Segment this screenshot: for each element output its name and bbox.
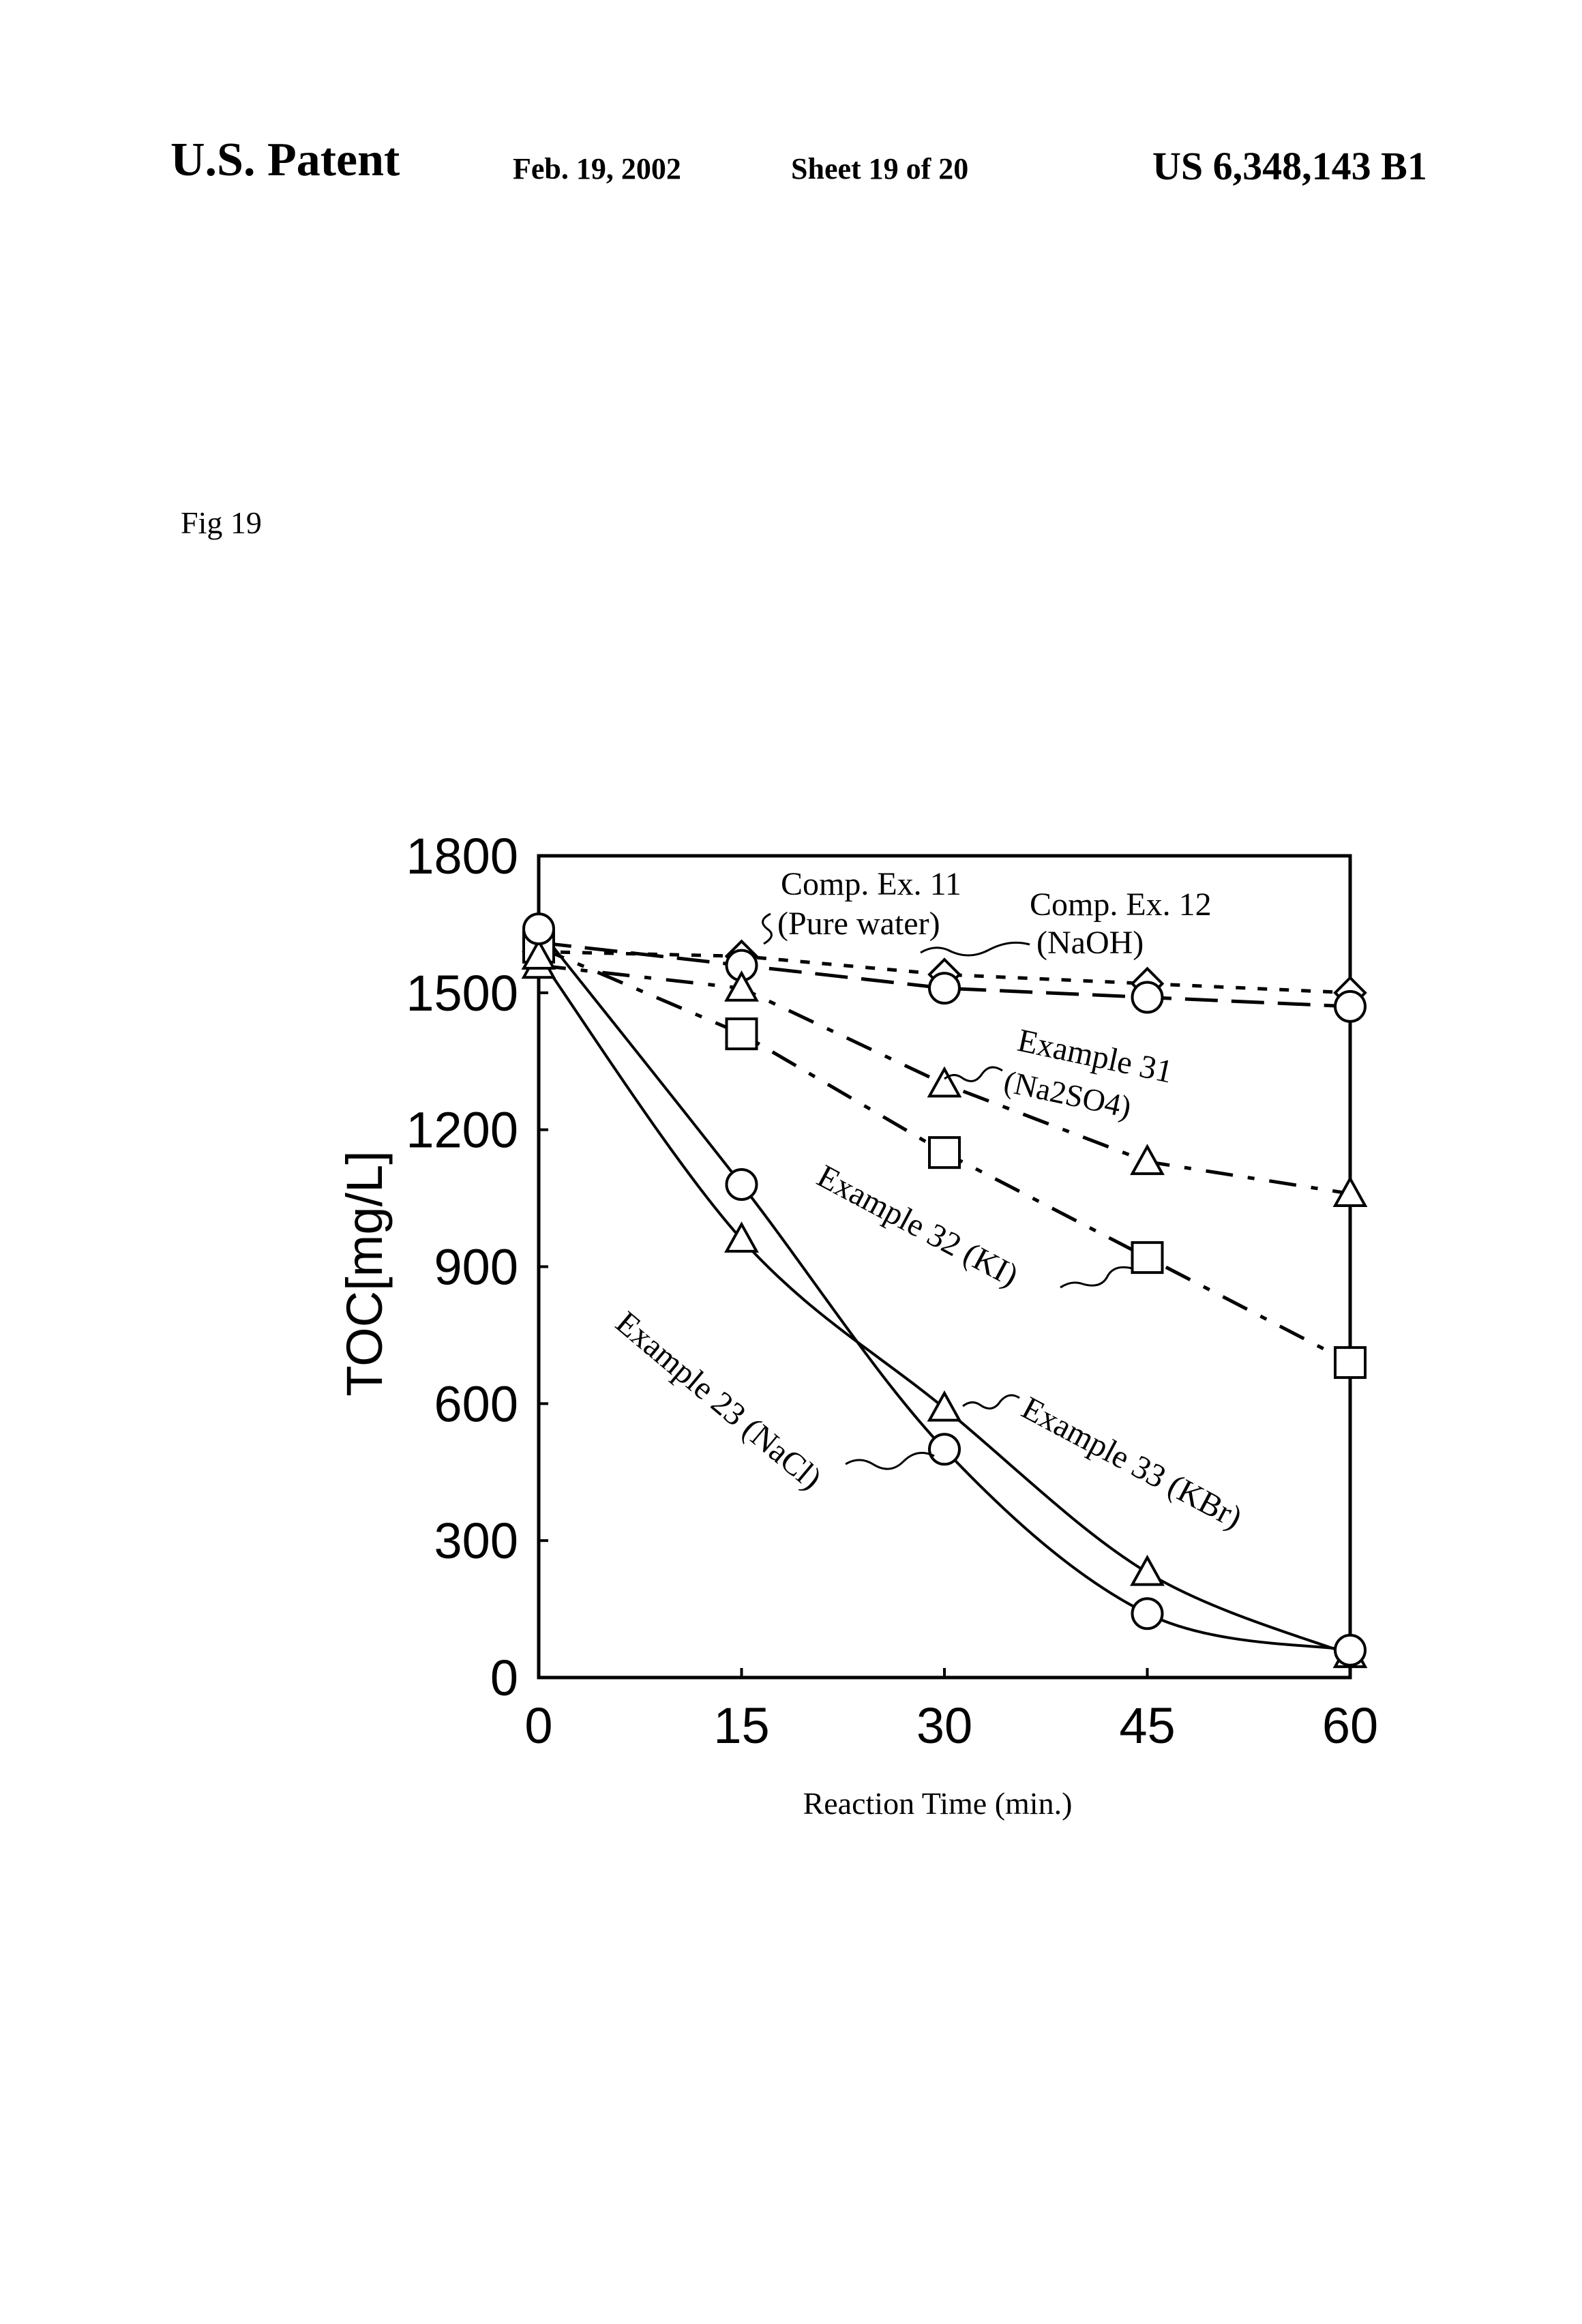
data-point-s1-2	[929, 973, 959, 1003]
chart-series-lines	[539, 929, 1350, 1654]
leader-comp-ex-11	[763, 914, 772, 944]
x-tick-label: 15	[713, 1697, 769, 1754]
data-point-s5-0	[524, 914, 554, 944]
leader-example-33	[963, 1395, 1019, 1408]
annotation-comp-ex-11-sub: (Pure water)	[777, 906, 940, 942]
annotation-example-23: Example 23 (NaCl)	[609, 1305, 829, 1497]
y-tick-label: 300	[434, 1513, 518, 1569]
y-tick-label: 600	[434, 1375, 518, 1432]
data-point-s4-3	[1133, 1558, 1163, 1585]
annotation-example-33: Example 33 (KBr)	[1016, 1390, 1248, 1536]
leader-example-31	[944, 1067, 1002, 1081]
data-point-s3-3	[1133, 1242, 1163, 1272]
x-tick-label: 0	[524, 1697, 552, 1754]
series-line-5	[539, 929, 1350, 1650]
y-tick-label: 900	[434, 1239, 518, 1296]
y-axis-label: TOC[mg/L]	[336, 1150, 393, 1397]
y-tick-label: 1200	[406, 1102, 518, 1159]
leader-comp-ex-12	[921, 942, 1030, 955]
data-point-s3-1	[727, 1019, 757, 1049]
x-tick-label: 60	[1322, 1697, 1378, 1754]
data-point-s2-3	[1133, 1147, 1163, 1174]
data-point-s5-3	[1133, 1598, 1163, 1628]
data-point-s5-4	[1335, 1635, 1365, 1665]
chart-labels: 0 300 600 900 1200 1500 1800 0 15 30 45 60 Reaction …	[336, 828, 1378, 1821]
annotation-comp-ex-12: Comp. Ex. 12	[1030, 887, 1212, 923]
leader-example-32	[1060, 1267, 1132, 1287]
data-point-s1-3	[1133, 983, 1163, 1013]
x-axis-label: Reaction Time (min.)	[803, 1786, 1073, 1821]
data-point-s4-2	[929, 1393, 959, 1420]
data-point-s1-4	[1335, 992, 1365, 1022]
annotation-comp-ex-11: Comp. Ex. 11	[781, 866, 961, 902]
chart-markers	[524, 914, 1365, 1667]
data-point-s3-2	[929, 1137, 959, 1167]
x-tick-label: 45	[1119, 1697, 1175, 1754]
y-tick-label: 1500	[406, 965, 518, 1022]
leader-example-23	[846, 1453, 934, 1470]
y-tick-label: 1800	[406, 828, 518, 884]
data-point-s2-2	[929, 1069, 959, 1097]
annotation-comp-ex-12-sub: (NaOH)	[1036, 925, 1144, 961]
x-tick-label: 30	[916, 1697, 972, 1754]
data-point-s3-4	[1335, 1347, 1365, 1377]
series-line-4	[539, 956, 1350, 1654]
data-point-s5-2	[929, 1434, 959, 1464]
y-tick-label: 0	[490, 1650, 518, 1706]
data-point-s5-1	[727, 1170, 757, 1200]
annotation-example-32: Example 32 (KI)	[811, 1158, 1024, 1294]
